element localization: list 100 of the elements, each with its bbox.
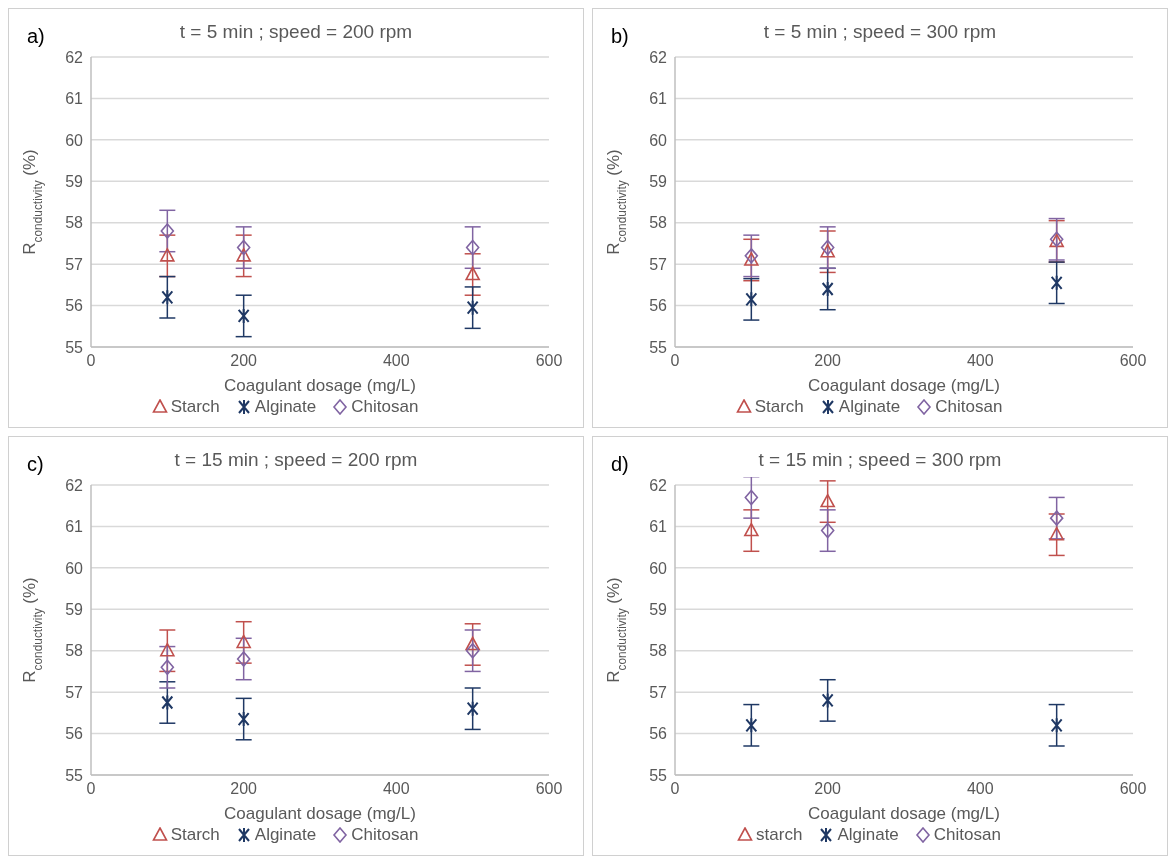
legend-label: Chitosan — [933, 825, 1001, 845]
point — [820, 239, 835, 256]
y-tick-label: 57 — [649, 255, 668, 273]
point — [821, 692, 834, 709]
legend-label: starch — [756, 825, 803, 845]
point — [1050, 717, 1063, 734]
x-tick-label: 200 — [230, 780, 258, 798]
legend-label: Starch — [170, 825, 220, 845]
legend-label: Alginate — [837, 825, 899, 845]
point — [236, 248, 251, 262]
text: d) — [611, 453, 629, 476]
point — [465, 642, 480, 659]
point — [465, 636, 480, 651]
x-tick-label: 0 — [670, 352, 680, 370]
x-axis-title: Coagulant dosage (mg/L) — [224, 804, 416, 823]
x-tick-label: 600 — [1119, 352, 1147, 370]
y-tick-label: 57 — [65, 255, 84, 273]
x-axis-title: Coagulant dosage (mg/L) — [224, 376, 416, 395]
y-tick-label: 61 — [649, 90, 668, 108]
point — [744, 252, 759, 266]
point — [744, 489, 759, 506]
y-tick-label: 59 — [649, 600, 668, 618]
chart-title: t = 5 min ; speed = 300 rpm — [763, 21, 997, 42]
point — [466, 299, 479, 316]
y-tick-label: 58 — [649, 642, 668, 660]
y-tick-label: 59 — [649, 172, 668, 190]
point — [465, 266, 480, 281]
point — [465, 239, 480, 256]
x-tick-label: 0 — [670, 780, 680, 798]
y-tick-label: 61 — [65, 518, 84, 536]
x-tick-label: 400 — [966, 352, 994, 370]
x-tick-label: 0 — [86, 780, 96, 798]
y-tick-label: 61 — [649, 518, 668, 536]
x-tick-label: 400 — [966, 780, 994, 798]
legend-label: Chitosan — [351, 397, 419, 417]
y-tick-label: 55 — [65, 766, 84, 784]
point — [745, 717, 758, 734]
x-axis-title: Coagulant dosage (mg/L) — [808, 804, 1000, 823]
x-tick-label: 400 — [382, 780, 410, 798]
x-tick-label: 600 — [1119, 780, 1147, 798]
point — [1049, 526, 1064, 541]
x-tick-label: 600 — [535, 780, 563, 798]
point — [466, 700, 479, 717]
point — [820, 522, 835, 539]
x-axis-title: Coagulant dosage (mg/L) — [808, 376, 1000, 395]
legend-label: Alginate — [838, 397, 901, 417]
y-tick-label: 58 — [65, 642, 84, 660]
y-tick-label: 55 — [649, 766, 668, 784]
point — [821, 281, 834, 297]
point — [160, 642, 175, 657]
point — [237, 307, 250, 324]
y-tick-label: 60 — [65, 131, 84, 149]
legend-label: Chitosan — [935, 397, 1003, 417]
legend-label: Starch — [170, 397, 220, 417]
y-tick-label: 58 — [649, 214, 668, 232]
chart-title: t = 5 min ; speed = 200 rpm — [179, 21, 413, 42]
y-tick-label: 61 — [65, 90, 84, 108]
point — [1049, 510, 1064, 526]
y-tick-label: 55 — [649, 338, 668, 356]
point — [745, 291, 758, 308]
y-tick-label: 60 — [649, 131, 668, 149]
y-tick-label: 62 — [65, 476, 84, 494]
legend-label: Starch — [754, 397, 804, 417]
point — [160, 248, 175, 262]
y-tick-label: 56 — [649, 297, 668, 315]
y-tick-label: 55 — [65, 338, 84, 356]
chart-title: t = 15 min ; speed = 300 rpm — [758, 449, 1002, 470]
legend-label: Alginate — [254, 397, 317, 417]
y-tick-label: 62 — [649, 48, 668, 66]
y-tick-label: 57 — [65, 683, 84, 701]
y-tick-label: 56 — [649, 725, 668, 743]
point — [161, 694, 174, 711]
x-tick-label: 200 — [814, 352, 842, 370]
y-tick-label: 62 — [65, 48, 84, 66]
y-tick-label: 58 — [65, 214, 84, 232]
point — [236, 651, 251, 667]
y-tick-label: 57 — [649, 683, 668, 701]
text: a) — [27, 25, 45, 48]
y-tick-label: 60 — [649, 559, 668, 577]
point — [744, 522, 759, 537]
point — [820, 493, 835, 508]
point — [161, 289, 174, 306]
point — [236, 239, 251, 256]
y-tick-label: 62 — [649, 476, 668, 494]
y-tick-label: 60 — [65, 559, 84, 577]
legend-label: Alginate — [254, 825, 317, 845]
point — [237, 711, 250, 728]
y-tick-label: 59 — [65, 600, 84, 618]
y-tick-label: 56 — [65, 297, 84, 315]
x-tick-label: 200 — [230, 352, 258, 370]
legend-label: Chitosan — [351, 825, 419, 845]
text: c) — [27, 453, 44, 476]
y-tick-label: 56 — [65, 725, 84, 743]
point — [160, 659, 175, 676]
point — [820, 243, 835, 258]
point — [236, 634, 251, 649]
x-tick-label: 400 — [382, 352, 410, 370]
chart-title: t = 15 min ; speed = 200 rpm — [174, 449, 418, 470]
x-tick-label: 200 — [814, 780, 842, 798]
x-tick-label: 0 — [86, 352, 96, 370]
